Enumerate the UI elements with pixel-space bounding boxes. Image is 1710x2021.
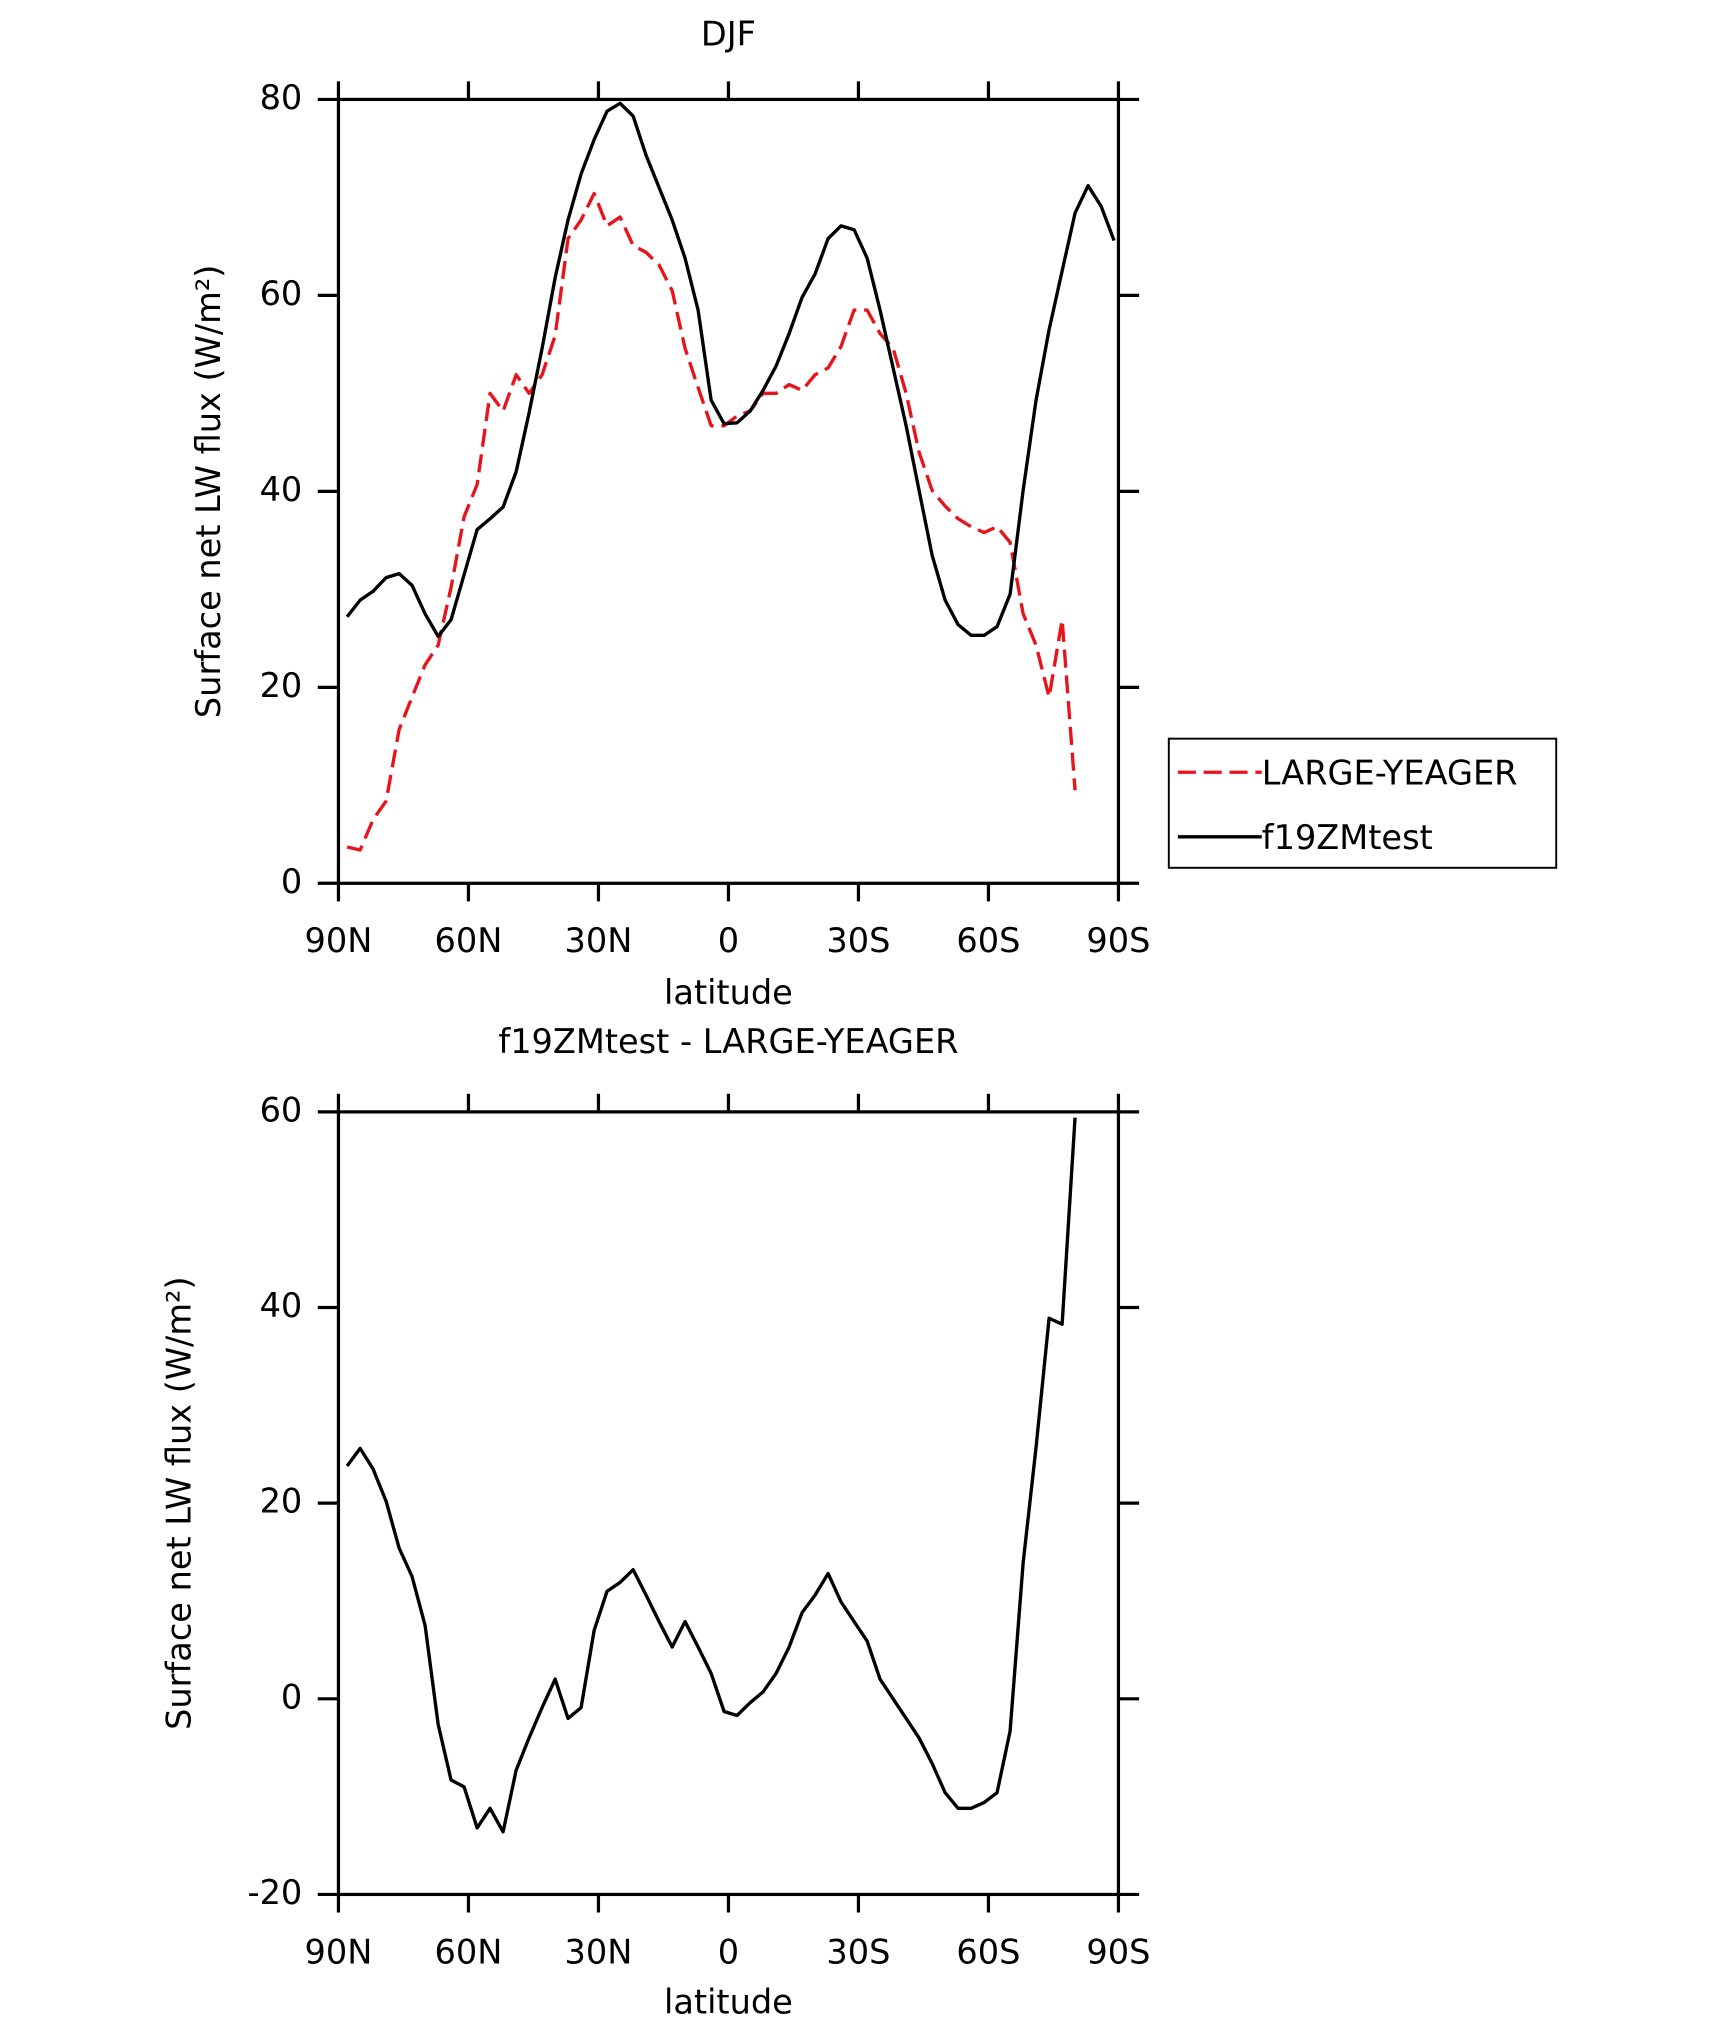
y-tick-label: 20 bbox=[260, 1482, 303, 1521]
x-tick-label: 90S bbox=[1086, 1932, 1150, 1971]
x-axis-label: latitude bbox=[664, 973, 793, 1012]
y-tick-label: 40 bbox=[260, 470, 303, 509]
y-tick-label: 60 bbox=[260, 1090, 303, 1129]
x-tick-label: 90N bbox=[305, 921, 373, 960]
y-tick-label: 0 bbox=[281, 1677, 302, 1716]
x-tick-label: 60S bbox=[956, 1932, 1020, 1971]
x-axis-label: latitude bbox=[664, 1983, 793, 2021]
legend-box bbox=[1167, 737, 1558, 869]
legend-label: f19ZMtest bbox=[1262, 818, 1433, 857]
chart-title: DJF bbox=[701, 15, 756, 54]
y-tick-label: 40 bbox=[260, 1286, 303, 1325]
x-tick-label: 60N bbox=[435, 921, 503, 960]
x-tick-label: 30N bbox=[565, 921, 633, 960]
x-tick-label: 30N bbox=[565, 1932, 633, 1971]
y-tick-label: 20 bbox=[260, 666, 303, 705]
series-line bbox=[346, 191, 1077, 852]
y-tick-label: -20 bbox=[247, 1873, 302, 1912]
y-axis-label: Surface net LW flux (W/m²) bbox=[189, 265, 228, 719]
x-tick-label: 30S bbox=[826, 921, 890, 960]
series-line bbox=[345, 101, 1116, 639]
x-tick-label: 60S bbox=[956, 921, 1020, 960]
chart-title: f19ZMtest - LARGE-YEAGER bbox=[498, 1022, 958, 1061]
x-tick-label: 30S bbox=[826, 1932, 890, 1971]
x-tick-label: 90N bbox=[305, 1932, 373, 1971]
series-line bbox=[345, 1117, 1077, 1834]
y-tick-label: 80 bbox=[260, 78, 303, 117]
y-axis-label: Surface net LW flux (W/m²) bbox=[159, 1276, 198, 1730]
y-tick-label: 60 bbox=[260, 274, 303, 313]
x-tick-label: 0 bbox=[718, 1932, 739, 1971]
x-tick-label: 90S bbox=[1086, 921, 1150, 960]
x-tick-label: 0 bbox=[718, 921, 739, 960]
y-tick-label: 0 bbox=[281, 862, 302, 901]
x-tick-label: 60N bbox=[435, 1932, 503, 1971]
legend-label: LARGE-YEAGER bbox=[1262, 753, 1518, 792]
